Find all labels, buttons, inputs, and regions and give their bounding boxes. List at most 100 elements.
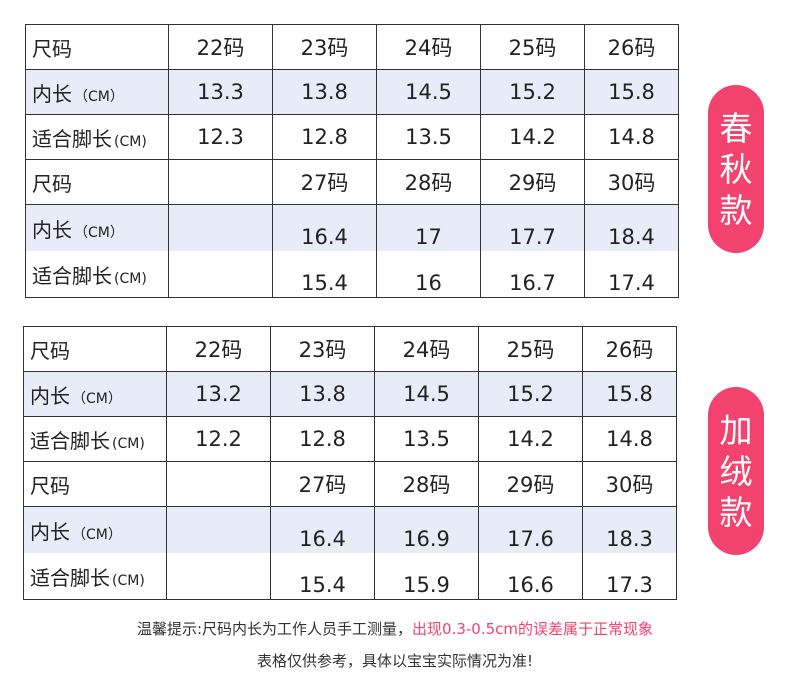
- table-cell: 17.3: [582, 553, 677, 600]
- fleece-table-body: 尺码 22码 23码 24码 25码 26码 内长 （CM） 13.2 13.8 14.5 15.2 1…: [23, 326, 677, 600]
- table-cell: 28码: [376, 159, 481, 205]
- table-row: 尺码 22码 23码 24码 25码 26码: [23, 326, 677, 372]
- table-cell: 27码: [272, 159, 377, 205]
- table-cell: 23码: [270, 326, 375, 372]
- tip-text: 温馨提示:尺码内长为工作人员手工测量，: [136, 620, 413, 638]
- table-cell: 16.9: [374, 506, 479, 553]
- badge-char: 绒: [719, 451, 753, 491]
- table-cell: 22码: [168, 24, 273, 70]
- table-row: 适合脚长 (CM) 15.4 15.9 16.6 17.3: [23, 553, 677, 600]
- table-cell: 14.2: [478, 416, 583, 462]
- table-cell: 13.5: [374, 416, 479, 462]
- table-cell: 23码: [272, 24, 377, 70]
- fleece-badge: 加 绒 款: [708, 387, 764, 555]
- badge-char: 加: [719, 410, 753, 450]
- table-row: 内长 （CM） 16.4 17 17.7 18.4: [25, 204, 679, 251]
- table-cell: 24码: [374, 326, 479, 372]
- table-cell: [166, 506, 271, 553]
- table-cell: 29码: [480, 159, 585, 205]
- table-cell: 15.9: [374, 553, 479, 600]
- table-cell: 16.4: [272, 204, 377, 251]
- table-row: 适合脚长 (CM) 15.4 16 16.7 17.4: [25, 251, 679, 298]
- table-cell: [168, 204, 273, 251]
- table-cell: 13.2: [166, 371, 271, 417]
- row-label-text: 适合脚长: [30, 428, 110, 453]
- table-row: 尺码 22码 23码 24码 25码 26码: [25, 24, 679, 70]
- badge-char: 春: [719, 108, 753, 148]
- row-label-unit: （CM）: [74, 224, 124, 241]
- row-label-unit: (CM): [112, 572, 145, 589]
- tip-accent-text: 出现0.3-0.5cm的误差属于正常现象: [412, 620, 654, 638]
- table-row: 尺码 27码 28码 29码 30码: [23, 461, 677, 507]
- row-label-text: 适合脚长: [32, 263, 112, 288]
- row-label-unit: （CM）: [72, 390, 122, 407]
- table-cell: 15.2: [480, 69, 585, 115]
- table-cell: 16: [376, 251, 481, 298]
- measurement-tip: 温馨提示:尺码内长为工作人员手工测量，出现0.3-0.5cm的误差属于正常现象: [0, 618, 790, 639]
- table-cell: 17.7: [480, 204, 585, 251]
- table-row: 内长 （CM） 13.2 13.8 14.5 15.2 15.8: [23, 371, 677, 417]
- table-row: 内长 （CM） 16.4 16.9 17.6 18.3: [23, 506, 677, 553]
- table-cell: 25码: [480, 24, 585, 70]
- row-label: 内长 （CM）: [23, 506, 167, 553]
- table-row: 适合脚长 (CM) 12.3 12.8 13.5 14.2 14.8: [25, 114, 679, 160]
- table-cell: 12.3: [168, 114, 273, 160]
- table-cell: 27码: [270, 461, 375, 507]
- table-cell: 28码: [374, 461, 479, 507]
- badge-char: 款: [719, 492, 753, 532]
- row-label: 适合脚长 (CM): [23, 416, 167, 462]
- table-cell: 25码: [478, 326, 583, 372]
- table-cell: 14.5: [376, 69, 481, 115]
- row-label: 尺码: [25, 24, 169, 70]
- table-cell: 15.4: [272, 251, 377, 298]
- row-label-text: 尺码: [32, 171, 72, 196]
- row-label: 尺码: [25, 159, 169, 205]
- row-label: 内长 （CM）: [25, 69, 169, 115]
- table-cell: 22码: [166, 326, 271, 372]
- table-cell: 14.2: [480, 114, 585, 160]
- table-cell: 16.7: [480, 251, 585, 298]
- row-label: 内长 （CM）: [23, 371, 167, 417]
- table-cell: 17: [376, 204, 481, 251]
- row-label: 适合脚长 (CM): [25, 114, 169, 160]
- table-cell: 26码: [582, 326, 677, 372]
- table-cell: 13.8: [270, 371, 375, 417]
- table-cell: 15.4: [270, 553, 375, 600]
- table-row: 尺码 27码 28码 29码 30码: [25, 159, 679, 205]
- row-label-text: 内长: [30, 519, 70, 544]
- row-label-unit: (CM): [112, 435, 145, 452]
- table-cell: 26码: [584, 24, 679, 70]
- spring-autumn-size-table: 尺码 22码 23码 24码 25码 26码 内长 （CM） 13.3 13.8 14.5 15.2 1…: [25, 24, 679, 298]
- row-label-text: 尺码: [30, 338, 70, 363]
- table-cell: 17.4: [584, 251, 679, 298]
- table-cell: 15.8: [584, 69, 679, 115]
- table-cell: 18.4: [584, 204, 679, 251]
- row-label-text: 内长: [32, 81, 72, 106]
- table-cell: 14.8: [584, 114, 679, 160]
- row-label-text: 内长: [30, 383, 70, 408]
- table-cell: 13.8: [272, 69, 377, 115]
- table-cell: 18.3: [582, 506, 677, 553]
- table-cell: [168, 251, 273, 298]
- table-cell: [166, 553, 271, 600]
- table-cell: 17.6: [478, 506, 583, 553]
- table-cell: 12.8: [270, 416, 375, 462]
- table-cell: 30码: [584, 159, 679, 205]
- row-label-unit: (CM): [114, 133, 147, 150]
- table-cell: 24码: [376, 24, 481, 70]
- table-row: 适合脚长 (CM) 12.2 12.8 13.5 14.2 14.8: [23, 416, 677, 462]
- table-cell: 12.2: [166, 416, 271, 462]
- row-label: 尺码: [23, 461, 167, 507]
- row-label-text: 尺码: [30, 473, 70, 498]
- row-label-unit: （CM）: [74, 88, 124, 105]
- table-cell: [166, 461, 271, 507]
- row-label: 内长 （CM）: [25, 204, 169, 251]
- table-cell: 29码: [478, 461, 583, 507]
- table-cell: 15.8: [582, 371, 677, 417]
- table-cell: 14.5: [374, 371, 479, 417]
- table-row: 内长 （CM） 13.3 13.8 14.5 15.2 15.8: [25, 69, 679, 115]
- row-label: 适合脚长 (CM): [25, 251, 169, 298]
- row-label-unit: (CM): [114, 270, 147, 287]
- table-cell: 13.3: [168, 69, 273, 115]
- row-label-unit: （CM）: [72, 526, 122, 543]
